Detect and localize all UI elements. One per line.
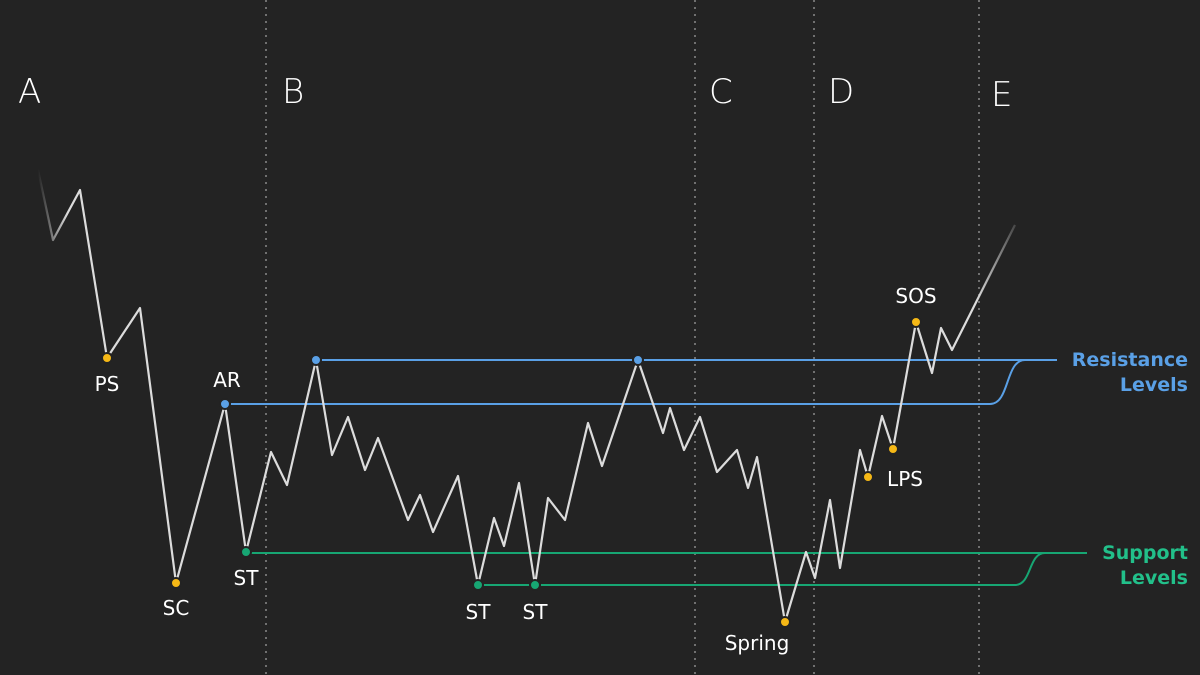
event-label: PS	[95, 372, 120, 396]
price-path	[36, 169, 1016, 624]
event-dots	[101, 316, 922, 628]
event-label: ST	[234, 566, 260, 590]
event-label: ST	[466, 600, 492, 624]
resistance-label: Resistance Levels	[1071, 349, 1188, 396]
phase-label: A	[18, 72, 41, 112]
event-label: Spring	[725, 631, 790, 655]
levels	[225, 359, 1087, 586]
event-label: SC	[163, 596, 190, 620]
phase-label: E	[991, 75, 1012, 115]
phase-dividers	[265, 0, 980, 675]
event-label: AR	[213, 368, 241, 392]
support-label: Support Levels	[1102, 542, 1188, 589]
phase-label: D	[828, 72, 854, 112]
phase-label: C	[709, 72, 733, 112]
event-label: LPS	[887, 467, 923, 491]
event-label: ST	[523, 600, 549, 624]
event-label: SOS	[895, 284, 936, 308]
phase-label: B	[282, 72, 304, 112]
